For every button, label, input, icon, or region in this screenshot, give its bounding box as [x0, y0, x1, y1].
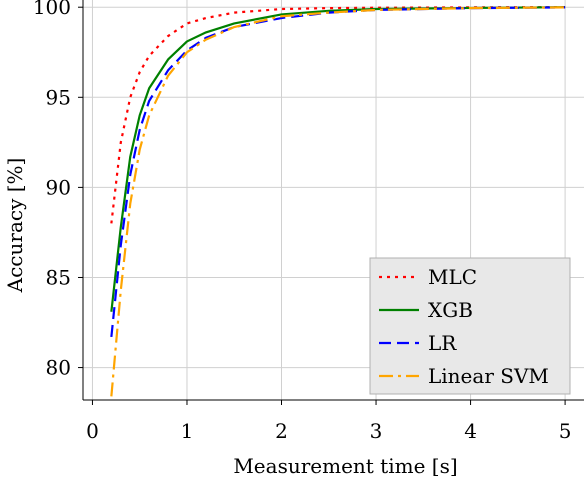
legend-label: MLC: [428, 265, 477, 289]
y-tick-label: 95: [46, 85, 71, 109]
legend: MLC XGB LR Linear SVM: [369, 257, 571, 395]
x-tick-label: 2: [275, 419, 288, 443]
x-tick-label: 0: [86, 419, 99, 443]
y-tick-label: 100: [33, 0, 71, 19]
series-line-linear-svm: [110, 6, 566, 397]
axes: [78, 0, 584, 405]
x-axis-label: Measurement time [s]: [233, 454, 457, 478]
tick-labels: 0 1 2 3 4 5 80 85 90 95 100: [33, 0, 572, 443]
legend-box: [369, 257, 571, 395]
series-line-lr: [110, 6, 566, 338]
series-lines: [110, 6, 566, 397]
x-tick-label: 3: [370, 419, 383, 443]
y-tick-label: 90: [46, 175, 71, 199]
legend-label: Linear SVM: [428, 364, 549, 388]
series-line-mlc: [110, 6, 566, 224]
x-tick-label: 5: [559, 419, 572, 443]
y-tick-label: 80: [46, 356, 71, 380]
y-axis-label: Accuracy [%]: [3, 158, 27, 294]
grid: [83, 0, 584, 400]
legend-label: XGB: [428, 298, 473, 322]
y-tick-label: 85: [46, 265, 71, 289]
x-tick-label: 4: [464, 419, 477, 443]
x-tick-label: 1: [181, 419, 194, 443]
legend-label: LR: [428, 331, 457, 355]
